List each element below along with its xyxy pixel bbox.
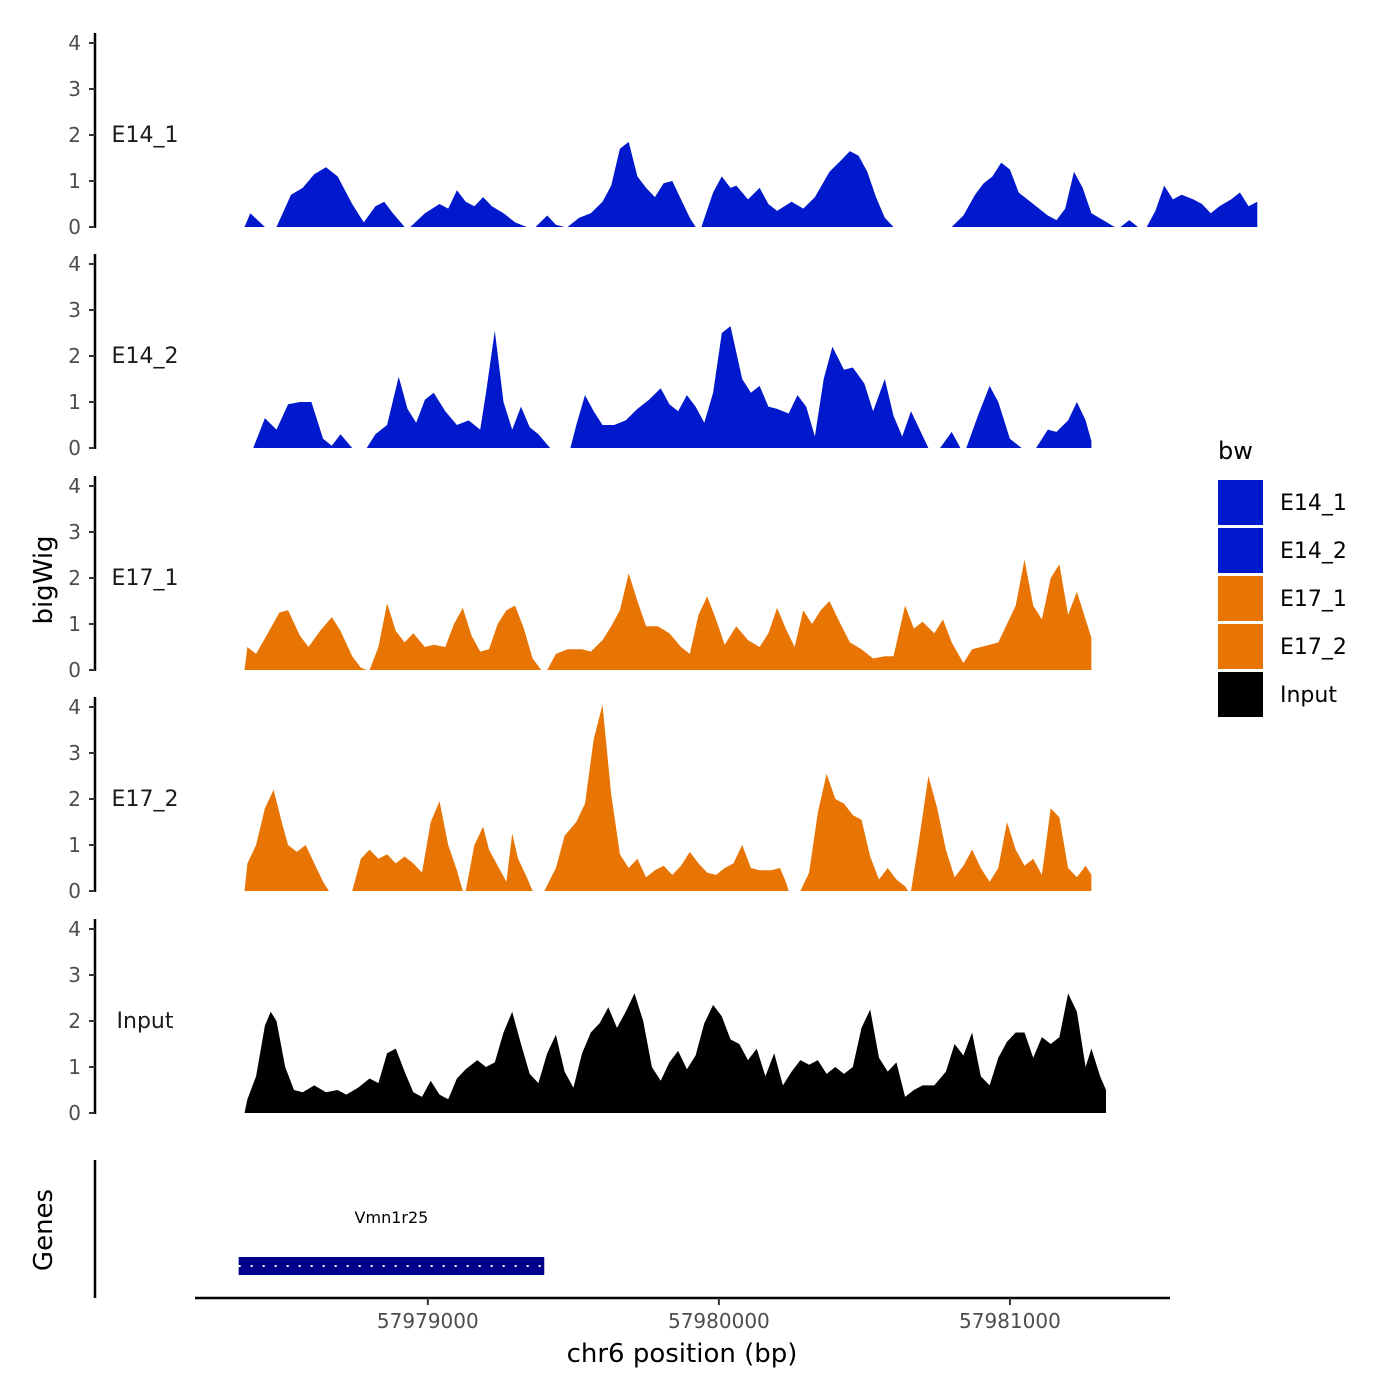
track-e14-2: 0 1 2 3 4 E14_2: [68, 252, 1092, 460]
x-tick-label: 57981000: [959, 1309, 1061, 1333]
area-e14-1-segment-3: [410, 190, 527, 227]
area-input-segment-1: [244, 993, 1106, 1113]
y-tick-label: 2: [68, 1009, 81, 1033]
area-e14-1-segment-7: [951, 162, 1115, 227]
area-e17-1-segment-3: [547, 559, 1092, 670]
y-tick-label: 3: [68, 520, 81, 544]
y-tick-label: 4: [68, 695, 81, 719]
y-tick-label: 3: [68, 963, 81, 987]
area-e17-1-segment-2: [369, 603, 542, 670]
area-e17-2-segment-1: [244, 789, 329, 891]
x-axis-title: chr6 position (bp): [567, 1339, 798, 1369]
track-label-e17-1: E17_1: [112, 566, 179, 591]
area-e17-1-segment-1: [244, 610, 367, 670]
track-e14-1: 0 1 2 3 4 E14_1: [68, 31, 1258, 239]
y-tick-label: 1: [68, 612, 81, 636]
y-tick-label: 3: [68, 741, 81, 765]
y-tick-label: 0: [68, 1101, 81, 1125]
y-tick-label: 0: [68, 879, 81, 903]
legend-label-e17-2: E17_2: [1280, 635, 1347, 660]
y-tick-label: 0: [68, 658, 81, 682]
legend-swatch-e17-2: [1218, 624, 1263, 669]
gene-bar-vmn1r25: [238, 1257, 545, 1275]
y-axis-title: bigWig: [29, 535, 59, 624]
y-tick-label: 2: [68, 787, 81, 811]
area-e14-2-segment-4: [940, 431, 961, 448]
area-e14-2-segment-6: [1036, 402, 1092, 448]
y-tick-label: 1: [68, 833, 81, 857]
y-tick-label: 2: [68, 344, 81, 368]
y-tick-label: 4: [68, 917, 81, 941]
legend-swatch-e14-2: [1218, 528, 1263, 573]
y-tick-label: 1: [68, 1055, 81, 1079]
y-tick-label: 3: [68, 298, 81, 322]
area-e14-2-segment-2: [366, 330, 551, 448]
genes-layer: Vmn1r25: [93, 1160, 545, 1298]
y-tick-label: 4: [68, 31, 81, 55]
legend-label-e14-1: E14_1: [1280, 491, 1347, 516]
track-input: 0 1 2 3 4 Input: [68, 917, 1106, 1125]
area-e14-1-segment-2: [276, 167, 405, 227]
area-e14-2-segment-1: [253, 402, 353, 448]
area-e17-2-segment-3: [465, 826, 533, 891]
area-e17-2-segment-4: [544, 704, 789, 891]
y-tick-label: 4: [68, 252, 81, 276]
legend-label-input: Input: [1280, 683, 1337, 708]
legend-label-e17-1: E17_1: [1280, 587, 1347, 612]
genes-axis-title: Genes: [29, 1189, 59, 1271]
y-tick-label: 2: [68, 566, 81, 590]
area-e14-2-segment-3: [570, 326, 929, 448]
track-e17-2: 0 1 2 3 4 E17_2: [68, 695, 1092, 903]
area-e17-2-segment-6: [911, 776, 1092, 891]
y-tick-label: 2: [68, 123, 81, 147]
track-label-input: Input: [117, 1009, 174, 1034]
y-tick-label: 0: [68, 436, 81, 460]
track-e17-1: 0 1 2 3 4 E17_1: [68, 474, 1092, 682]
area-e17-2-segment-2: [352, 801, 463, 891]
area-e14-1-segment-9: [1146, 185, 1258, 227]
track-label-e17-2: E17_2: [112, 787, 179, 812]
y-tick-label: 0: [68, 215, 81, 239]
y-tick-label: 1: [68, 169, 81, 193]
legend-swatch-input: [1218, 672, 1263, 717]
legend-label-e14-2: E14_2: [1280, 539, 1347, 564]
area-e14-1-segment-5: [567, 141, 696, 227]
x-tick-label: 57979000: [377, 1309, 479, 1333]
x-tick-label: 57980000: [668, 1309, 770, 1333]
area-e14-1-segment-1: [244, 213, 265, 227]
y-tick-label: 4: [68, 474, 81, 498]
x-axis: 57979000 57980000 57981000: [195, 1296, 1170, 1333]
tracks-layer: 0 1 2 3 4 E14_1 0 1 2 3 4 E14_2 0 1 2 3 4 E17_1 0 1 2 3 4 E17_2…: [68, 31, 1258, 1125]
track-label-e14-2: E14_2: [112, 344, 179, 369]
y-tick-label: 3: [68, 77, 81, 101]
y-tick-label: 1: [68, 390, 81, 414]
track-label-e14-1: E14_1: [112, 123, 179, 148]
area-e14-1-segment-6: [701, 151, 894, 227]
area-e14-1-segment-4: [535, 215, 565, 227]
area-e14-1-segment-8: [1120, 220, 1138, 227]
legend-swatch-e14-1: [1218, 480, 1263, 525]
area-e14-2-segment-5: [966, 385, 1022, 448]
legend-title: bw: [1218, 437, 1253, 465]
gene-label-vmn1r25: Vmn1r25: [355, 1208, 429, 1227]
area-e17-2-segment-5: [800, 773, 909, 891]
legend: bw E14_1 E14_2 E17_1 E17_2 Input: [1218, 437, 1347, 717]
legend-swatch-e17-1: [1218, 576, 1263, 621]
